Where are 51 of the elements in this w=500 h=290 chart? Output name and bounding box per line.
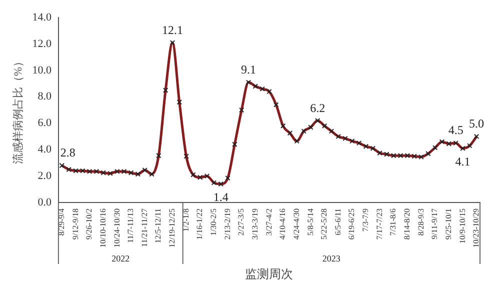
x-tick-label: 2/13-2/19: [222, 208, 232, 240]
x-tick-label: 12/5-12/11: [154, 208, 163, 244]
x-tick-label: 8/14-8/20: [402, 208, 412, 240]
x-tick-label: 8/28-9/3: [416, 208, 426, 236]
data-label: 5.0: [469, 116, 484, 131]
y-axis-title: 流感样病例占比（%）: [11, 56, 24, 164]
y-tick-label: 0.0: [38, 196, 52, 208]
x-tick-label: 1/16-1/22: [195, 208, 204, 240]
x-tick-label: 5/8-5/14: [306, 208, 315, 236]
y-tick-label: 12.0: [32, 38, 52, 50]
x-tick-label: 9/12-9/18: [70, 208, 80, 240]
x-tick-label: 4/10-4/16: [278, 208, 288, 240]
x-tick-label: 10/23-10/29: [472, 208, 481, 248]
data-label: 6.2: [310, 100, 326, 115]
x-tick-label: 7/31-8/6: [388, 208, 398, 236]
data-label: 9.1: [240, 62, 256, 76]
x-tick-label: 1/2-1/8: [181, 208, 190, 232]
data-label: 2.8: [60, 146, 76, 160]
x-tick-label: 9/26-10/2: [84, 208, 94, 240]
x-tick-label: 2/27-3/5: [236, 208, 246, 236]
x-tick-label: 3/27-4/2: [264, 208, 274, 236]
x-tick-label: 12/19-12/25: [168, 208, 177, 248]
x-tick-label: 9/11-9/17: [430, 208, 440, 240]
x-tick-label: 6/5-6/11: [333, 208, 342, 236]
x-tick-label: 3/13-3/19: [250, 208, 260, 240]
y-tick-label: 2.0: [38, 170, 52, 182]
x-tick-label: 6/19-6/25: [347, 208, 356, 240]
x-tick-label: 10/9-10/15: [458, 208, 467, 244]
data-label: 4.1: [455, 154, 470, 168]
x-tick-label: 9/25-10/1: [444, 208, 453, 240]
y-tick-label: 4.0: [38, 144, 52, 156]
x-axis-title: 监测周次: [245, 266, 294, 281]
x-tick-label: 7/3-7/9: [361, 208, 370, 232]
y-tick-label: 14.0: [32, 11, 52, 24]
x-tick-label: 7/17-7/23: [374, 208, 384, 240]
x-tick-label: 10/10-10/16: [98, 208, 108, 248]
y-tick-label: 6.0: [38, 117, 52, 130]
data-label: 4.5: [448, 123, 464, 138]
y-tick-label: 10.0: [32, 64, 52, 76]
x-tick-label: 10/24-10/30: [112, 208, 122, 248]
x-tick-label: 11/21-11/27: [140, 208, 149, 248]
text: 2023: [322, 253, 341, 264]
data-label: 12.1: [162, 22, 183, 37]
x-tick-label: 8/29-9/4: [57, 208, 66, 236]
data-label: 1.4: [213, 190, 228, 204]
x-tick-label: 5/22-5/28: [320, 208, 329, 240]
x-tick-label: 1/30-2/5: [209, 208, 218, 236]
y-tick-label: 8.0: [38, 90, 52, 103]
text: 2022: [112, 253, 130, 264]
x-tick-label: 4/24-4/30: [292, 208, 301, 240]
x-tick-label: 11/7-11/13: [126, 208, 136, 244]
